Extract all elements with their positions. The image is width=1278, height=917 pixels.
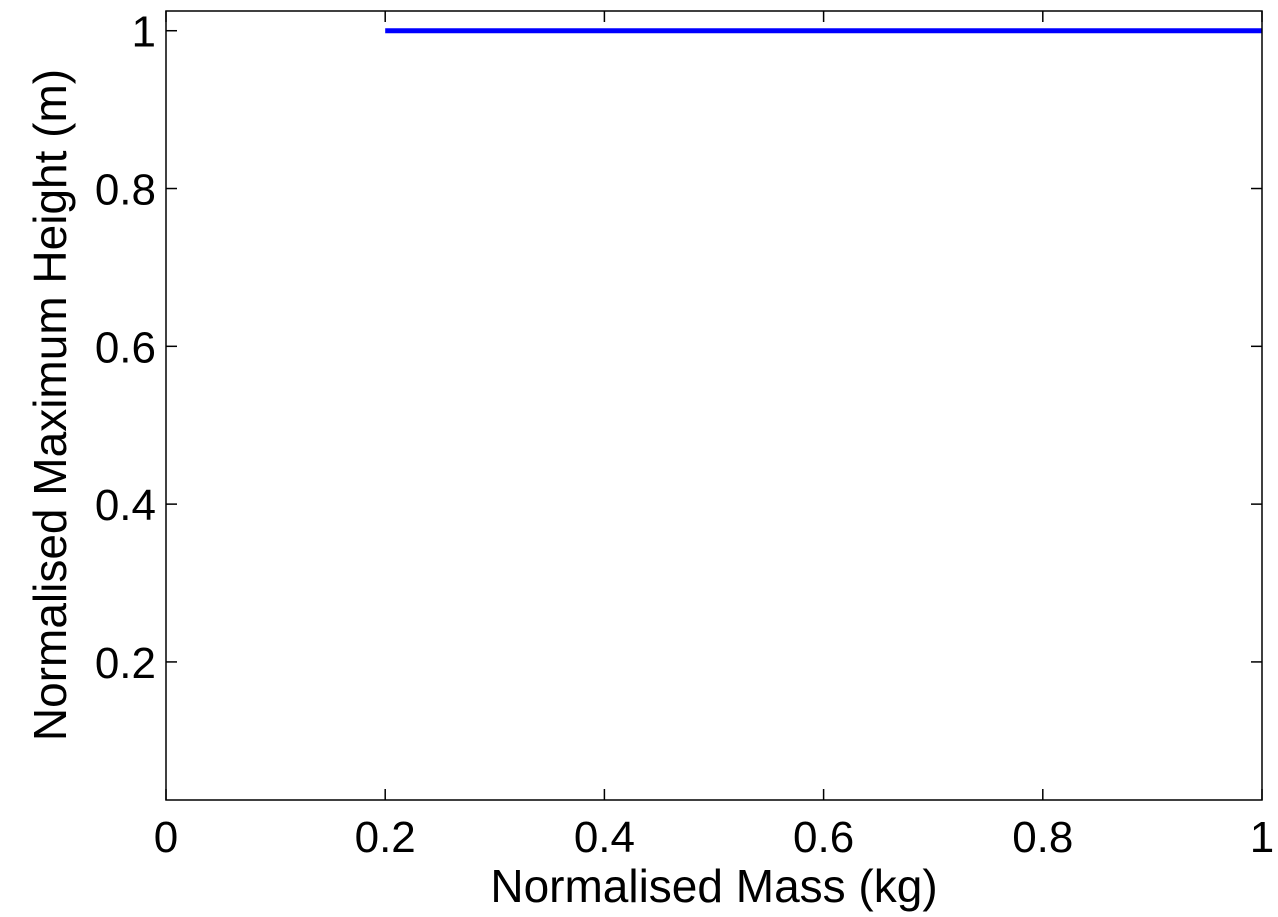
x-tick-label: 0 (154, 813, 178, 862)
x-tick-label: 0.4 (574, 813, 635, 862)
y-tick-label: 1 (132, 8, 156, 57)
x-tick-label: 0.6 (793, 813, 854, 862)
y-tick-label: 0.2 (95, 639, 156, 688)
x-axis-label: Normalised Mass (kg) (490, 860, 937, 912)
y-axis-label: Normalised Maximum Height (m) (24, 69, 76, 741)
x-tick-labels: 0 0.2 0.4 0.6 0.8 1 (154, 813, 1274, 862)
x-tick-label: 1 (1250, 813, 1274, 862)
y-tick-label: 0.8 (95, 166, 156, 215)
plot-area (166, 11, 1262, 800)
y-tick-labels: 0.2 0.4 0.6 0.8 1 (95, 8, 156, 688)
y-tick-label: 0.6 (95, 323, 156, 372)
x-tick-label: 0.2 (355, 813, 416, 862)
y-tick-label: 0.4 (95, 481, 156, 530)
plot-frame (165, 10, 1263, 801)
x-tick-label: 0.8 (1012, 813, 1073, 862)
